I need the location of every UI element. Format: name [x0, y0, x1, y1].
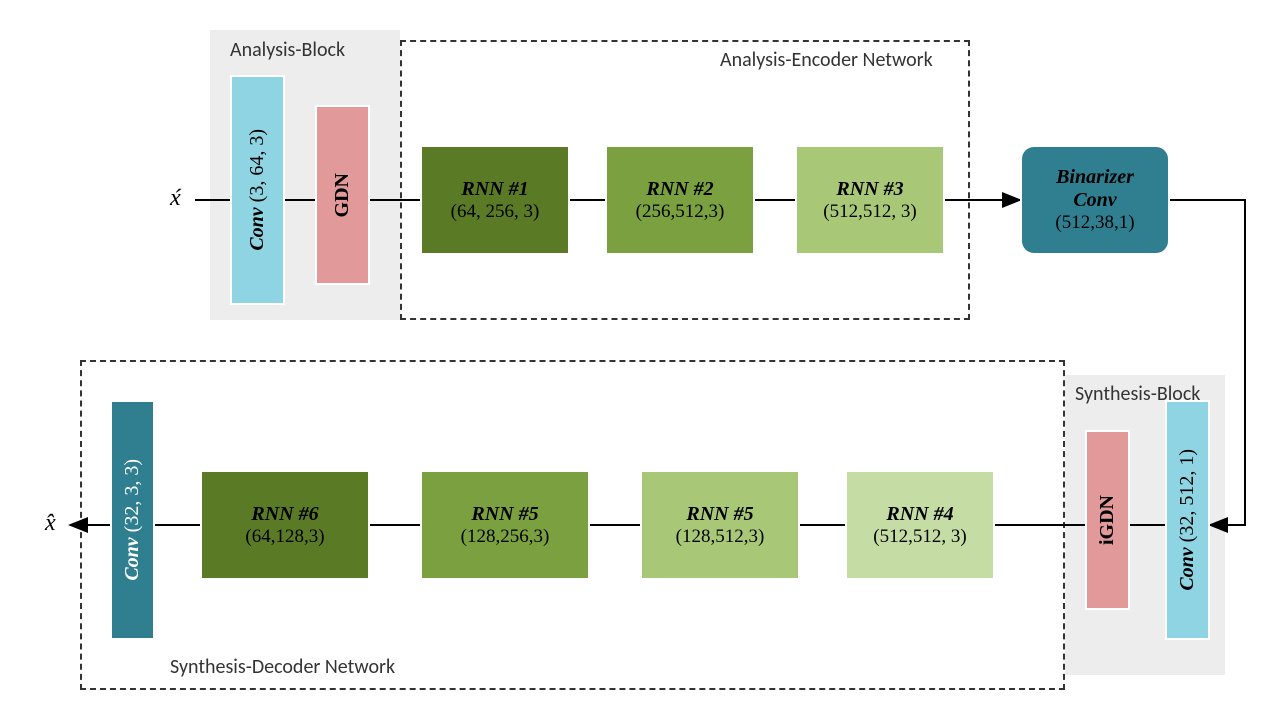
synthesis-block-label: Synthesis-Block	[1075, 382, 1200, 406]
conv-out-title: Conv	[121, 537, 143, 580]
rnn5b-title: RNN #5	[471, 503, 538, 526]
rnn1-title: RNN #1	[461, 178, 528, 201]
rnn2-node: RNN #2 (256,512,3)	[605, 145, 755, 255]
rnn5a-params: (128,512,3)	[676, 526, 765, 548]
rnn4-params: (512,512, 3)	[873, 526, 966, 548]
rnn3-node: RNN #3 (512,512, 3)	[795, 145, 945, 255]
rnn5b-node: RNN #5 (128,256,3)	[420, 470, 590, 580]
rnn4-title: RNN #4	[886, 503, 953, 526]
conv-out-params: (32, 3, 3)	[121, 459, 143, 532]
igdn-node: iGDN	[1085, 430, 1130, 610]
gdn-title: GDN	[331, 173, 354, 217]
rnn3-title: RNN #3	[836, 178, 903, 201]
conv-input-node: Conv (3, 64, 3)	[230, 75, 285, 305]
rnn2-title: RNN #2	[646, 178, 713, 201]
rnn5a-node: RNN #5 (128,512,3)	[640, 470, 800, 580]
rnn6-node: RNN #6 (64,128,3)	[200, 470, 370, 580]
gdn-node: GDN	[315, 105, 370, 285]
rnn6-params: (64,128,3)	[245, 526, 324, 548]
binarizer-title2: Conv	[1073, 189, 1116, 212]
rnn6-title: RNN #6	[251, 503, 318, 526]
rnn5b-params: (128,256,3)	[461, 526, 550, 548]
synthesis-decoder-label: Synthesis-Decoder Network	[170, 655, 395, 679]
analysis-block-label: Analysis-Block	[230, 38, 345, 62]
input-symbol: x́	[170, 185, 181, 212]
binarizer-node: Binarizer Conv (512,38,1)	[1020, 145, 1170, 255]
rnn2-params: (256,512,3)	[636, 201, 725, 223]
rnn3-params: (512,512, 3)	[823, 201, 916, 223]
igdn-title: iGDN	[1096, 495, 1119, 545]
rnn1-node: RNN #1 (64, 256, 3)	[420, 145, 570, 255]
conv-input-params: (3, 64, 3)	[246, 129, 268, 202]
conv-input-title: Conv	[246, 207, 268, 250]
binarizer-params: (512,38,1)	[1055, 212, 1134, 234]
conv-synthesis-node: Conv (32, 512, 1)	[1165, 400, 1210, 640]
conv-syn-params: (32, 512, 1)	[1176, 449, 1198, 542]
conv-syn-title: Conv	[1176, 547, 1198, 590]
diagram-root: Conv (3, 64, 3) GDN RNN #1 (64, 256, 3) …	[0, 0, 1283, 723]
analysis-encoder-label: Analysis-Encoder Network	[720, 48, 933, 72]
rnn4-node: RNN #4 (512,512, 3)	[845, 470, 995, 580]
rnn5a-title: RNN #5	[686, 503, 753, 526]
rnn1-params: (64, 256, 3)	[451, 201, 540, 223]
binarizer-title1: Binarizer	[1056, 166, 1134, 189]
conv-output-node: Conv (32, 3, 3)	[110, 400, 155, 640]
output-symbol: x̂	[45, 510, 56, 537]
